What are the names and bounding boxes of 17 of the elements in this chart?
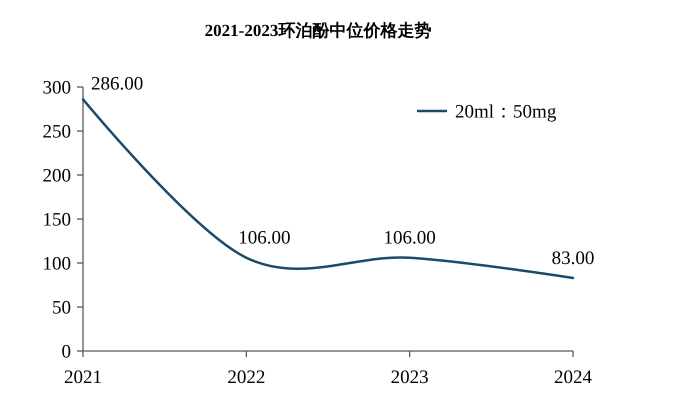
data-label: 106.00 [384,228,436,249]
x-tick-label: 2021 [64,367,102,388]
data-label: 106.00 [238,228,290,249]
y-tick-label: 100 [42,254,71,275]
data-label: 83.00 [552,248,594,269]
y-tick-label: 0 [62,342,71,363]
x-tick-label: 2022 [227,367,266,388]
y-tick-label: 250 [42,122,71,143]
x-tick-label: 2024 [554,367,592,388]
chart-title: 2021-2023环泊酚中位价格走势 [204,21,432,40]
data-label: 286.00 [91,73,144,94]
y-tick-label: 300 [42,78,71,99]
legend-label: 20ml：50mg [455,102,557,123]
x-tick-label: 2023 [390,367,429,388]
y-tick-label: 200 [42,166,71,187]
y-tick-label: 150 [42,210,71,231]
y-tick-label: 50 [52,298,71,319]
